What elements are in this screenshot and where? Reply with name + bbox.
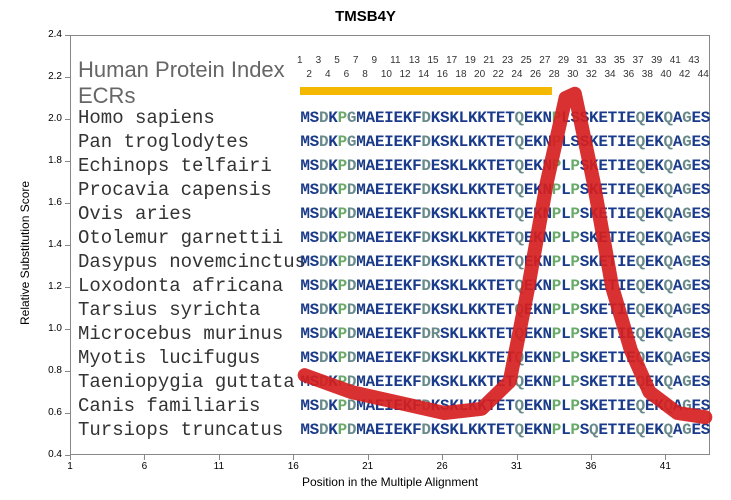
- substitution-score-curve: [0, 0, 731, 500]
